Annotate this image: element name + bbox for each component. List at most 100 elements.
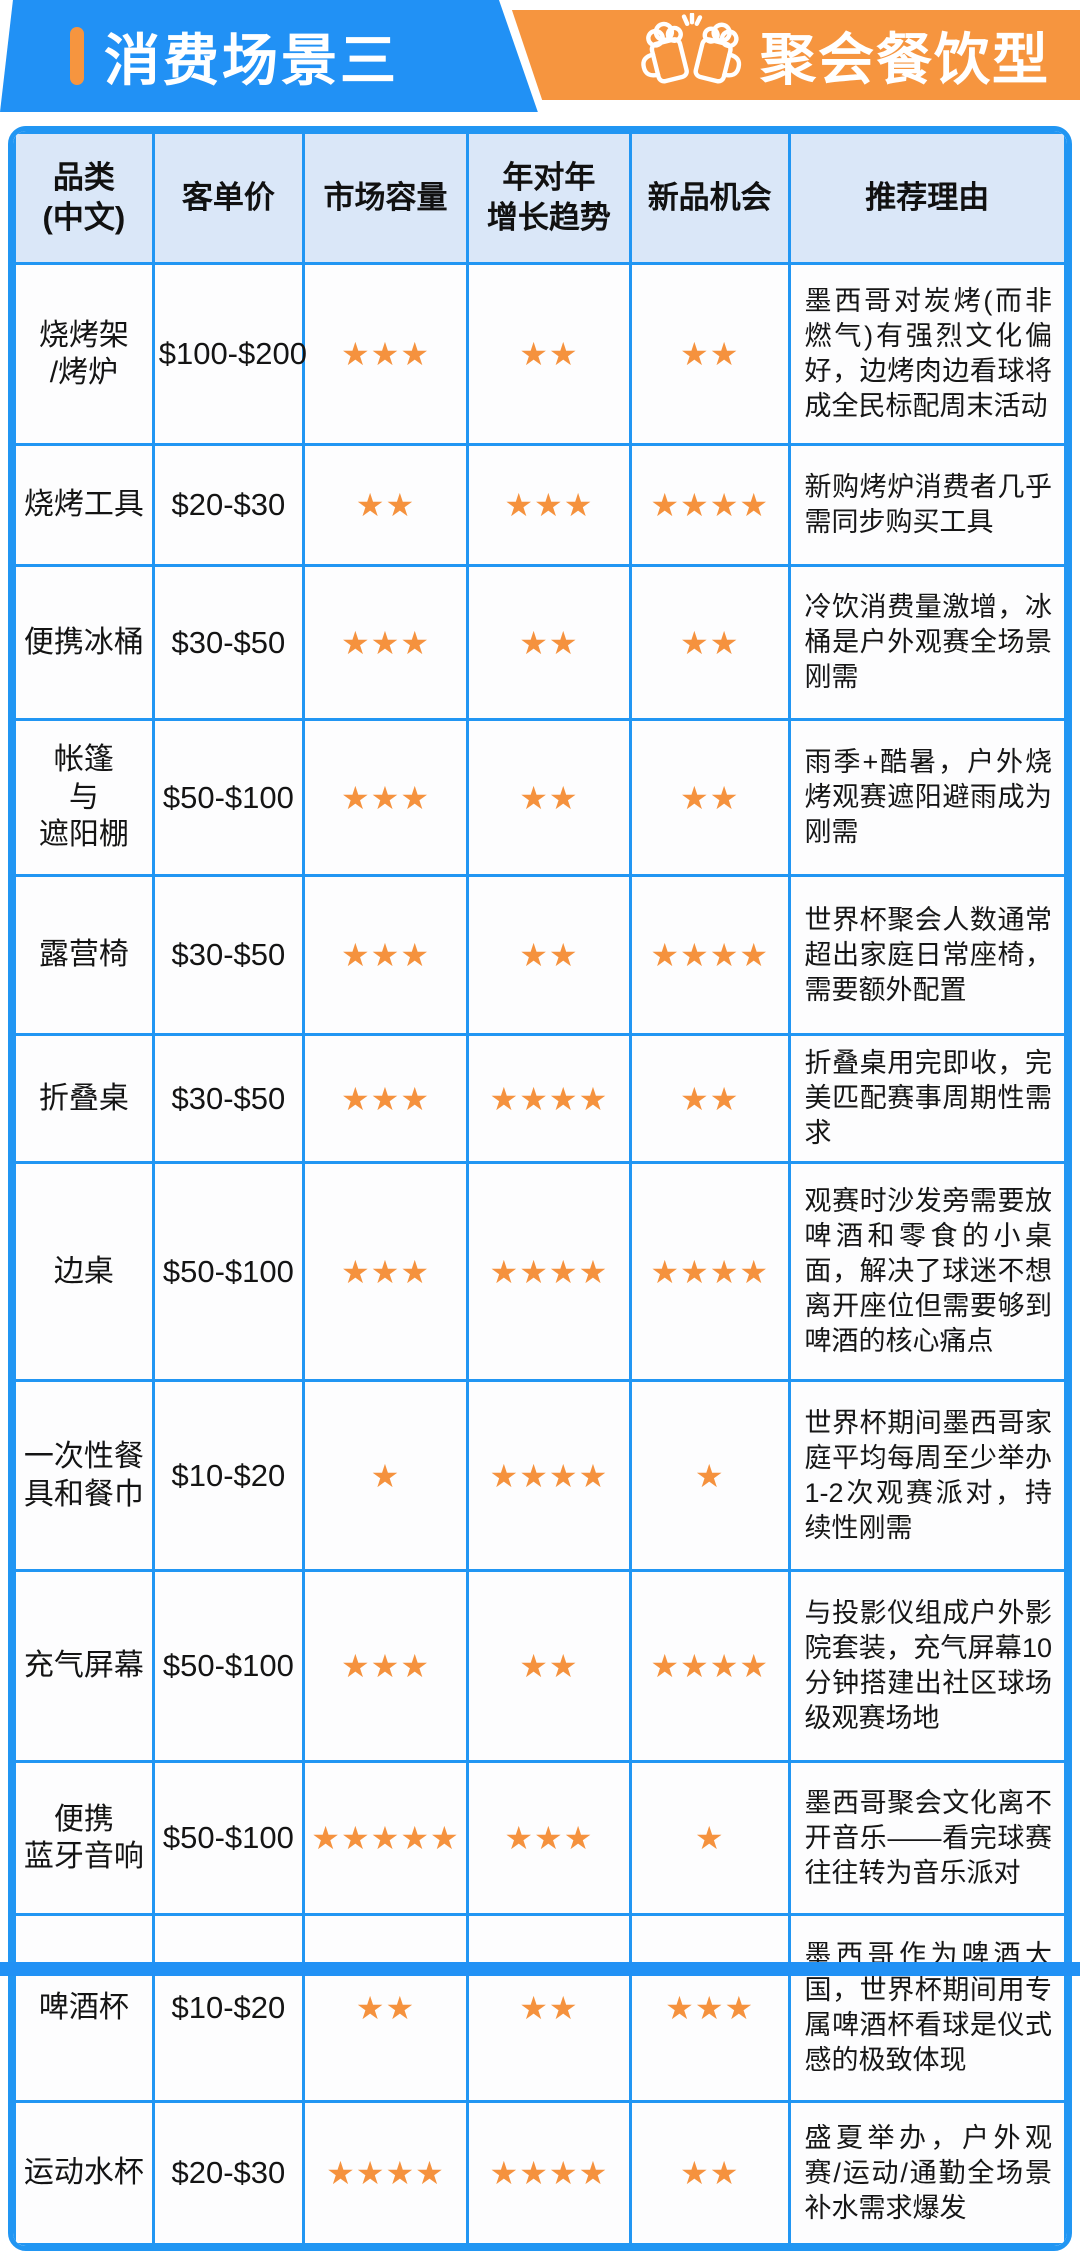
yoy-growth-stars: ★★ xyxy=(465,262,632,446)
price-cell: $50-$100 xyxy=(151,1161,306,1382)
new-product-opportunity-stars: ★★ xyxy=(628,564,791,721)
market-capacity-stars: ★★★ xyxy=(302,874,469,1036)
table-row: 一次性餐 具和餐巾 $10-$20 ★ ★★★★ ★ 世界杯期间墨西哥家庭平均每周至少举办… xyxy=(13,1379,1067,1572)
reason-cell: 雨季+酷暑，户外烧烤观赛遮阳避雨成为刚需 xyxy=(787,718,1067,877)
price-cell: $10-$20 xyxy=(151,1913,306,2103)
category-table-frame: 品类 (中文) 客单价 市场容量 年对年 增长趋势 新品机会 推荐理由 烧烤架 … xyxy=(8,126,1072,2251)
market-capacity-stars: ★★★ xyxy=(302,1033,469,1164)
price-cell: $20-$30 xyxy=(151,443,306,567)
price-cell: $20-$30 xyxy=(151,2100,306,2246)
category-cell: 折叠桌 xyxy=(13,1033,155,1164)
market-capacity-stars: ★★★ xyxy=(302,718,469,877)
header-recommend-reason: 推荐理由 xyxy=(787,131,1067,265)
price-cell: $50-$100 xyxy=(151,1760,306,1916)
market-capacity-stars: ★★★ xyxy=(302,564,469,721)
reason-cell: 盛夏举办，户外观赛/运动/通勤全场景补水需求爆发 xyxy=(787,2100,1067,2246)
yoy-growth-stars: ★★★★ xyxy=(465,1379,632,1572)
category-cell: 烧烤工具 xyxy=(13,443,155,567)
header-yoy-growth: 年对年 增长趋势 xyxy=(465,131,632,265)
category-cell: 露营椅 xyxy=(13,874,155,1036)
yoy-growth-stars: ★★★★ xyxy=(465,1161,632,1382)
beer-mugs-icon xyxy=(640,13,744,97)
yoy-growth-stars: ★★ xyxy=(465,1569,632,1763)
reason-cell: 新购烤炉消费者几乎需同步购买工具 xyxy=(787,443,1067,567)
table-row: 烧烤工具 $20-$30 ★★ ★★★ ★★★★ 新购烤炉消费者几乎需同步购买工具 xyxy=(13,443,1067,567)
market-capacity-stars: ★★★★★ xyxy=(302,1760,469,1916)
reason-cell: 与投影仪组成户外影院套装，充气屏幕10分钟搭建出社区球场级观赛场地 xyxy=(787,1569,1067,1763)
header-price: 客单价 xyxy=(151,131,306,265)
price-cell: $100-$200 xyxy=(151,262,307,446)
category-cell: 运动水杯 xyxy=(13,2100,155,2246)
top-banner: 聚会餐饮型 消费场景三 xyxy=(0,0,1080,112)
category-cell: 烧烤架 /烤炉 xyxy=(13,262,155,446)
table-row: 折叠桌 $30-$50 ★★★ ★★★★ ★★ 折叠桌用完即收，完美匹配赛事周期性需求 xyxy=(13,1033,1067,1164)
new-product-opportunity-stars: ★ xyxy=(628,1760,791,1916)
yoy-growth-stars: ★★★★ xyxy=(465,2100,632,2246)
market-capacity-stars: ★★ xyxy=(302,1913,469,2103)
new-product-opportunity-stars: ★ xyxy=(628,1379,791,1572)
banner-badge: 聚会餐饮型 xyxy=(0,10,1080,100)
reason-cell: 观赛时沙发旁需要放啤酒和零食的小桌面，解决了球迷不想离开座位但需要够到啤酒的核心… xyxy=(787,1161,1067,1382)
new-product-opportunity-stars: ★★★★ xyxy=(628,443,791,567)
table-row: 烧烤架 /烤炉 $100-$200 ★★★ ★★ ★★ 墨西哥对炭烤(而非燃气)有强烈文化… xyxy=(13,262,1067,446)
category-cell: 边桌 xyxy=(13,1161,155,1382)
new-product-opportunity-stars: ★★ xyxy=(628,2100,791,2246)
price-cell: $50-$100 xyxy=(151,718,306,877)
market-capacity-stars: ★★★ xyxy=(302,1161,469,1382)
reason-cell: 墨西哥作为啤酒大国，世界杯期间用专属啤酒杯看球是仪式感的极致体现 xyxy=(787,1913,1067,2103)
table-row: 充气屏幕 $50-$100 ★★★ ★★ ★★★★ 与投影仪组成户外影院套装，充气屏幕10… xyxy=(13,1569,1067,1763)
new-product-opportunity-stars: ★★★ xyxy=(628,1913,791,2103)
banner-orange-shape xyxy=(511,10,1080,100)
table-row: 露营椅 $30-$50 ★★★ ★★ ★★★★ 世界杯聚会人数通常超出家庭日常座椅，需要额… xyxy=(13,874,1067,1036)
category-cell: 充气屏幕 xyxy=(13,1569,155,1763)
price-cell: $10-$20 xyxy=(151,1379,306,1572)
header-market-capacity: 市场容量 xyxy=(302,131,469,265)
price-cell: $30-$50 xyxy=(151,1033,306,1164)
header-category: 品类 (中文) xyxy=(13,131,155,265)
reason-cell: 墨西哥聚会文化离不开音乐——看完球赛往往转为音乐派对 xyxy=(787,1760,1067,1916)
price-cell: $30-$50 xyxy=(151,564,306,721)
header-new-product-opportunity: 新品机会 xyxy=(628,131,791,265)
category-cell: 啤酒杯 xyxy=(13,1913,155,2103)
category-cell: 便携冰桶 xyxy=(13,564,155,721)
market-capacity-stars: ★★★ xyxy=(302,1569,469,1763)
title-accent-bar xyxy=(70,27,84,85)
market-capacity-stars: ★★★★ xyxy=(302,2100,469,2246)
yoy-growth-stars: ★★ xyxy=(465,874,632,1036)
table-row: 啤酒杯 $10-$20 ★★ ★★ ★★★ 墨西哥作为啤酒大国，世界杯期间用专属啤酒杯看球… xyxy=(13,1913,1067,2103)
table-row: 便携 蓝牙音响 $50-$100 ★★★★★ ★★★ ★ 墨西哥聚会文化离不开音乐——看完… xyxy=(13,1760,1067,1916)
category-table: 品类 (中文) 客单价 市场容量 年对年 增长趋势 新品机会 推荐理由 烧烤架 … xyxy=(13,131,1067,2246)
table-row: 便携冰桶 $30-$50 ★★★ ★★ ★★ 冷饮消费量激增，冰桶是户外观赛全场景刚需 xyxy=(13,564,1067,721)
reason-cell: 世界杯期间墨西哥家庭平均每周至少举办1-2次观赛派对，持续性刚需 xyxy=(787,1379,1067,1572)
table-row: 帐篷 与 遮阳棚 $50-$100 ★★★ ★★ ★★ 雨季+酷暑，户外烧烤观赛遮阳避雨成… xyxy=(13,718,1067,877)
reason-cell: 冷饮消费量激增，冰桶是户外观赛全场景刚需 xyxy=(787,564,1067,721)
bottom-accent-bar xyxy=(0,1962,1080,1976)
category-cell: 一次性餐 具和餐巾 xyxy=(13,1379,155,1572)
reason-cell: 世界杯聚会人数通常超出家庭日常座椅，需要额外配置 xyxy=(787,874,1067,1036)
banner-badge-label: 聚会餐饮型 xyxy=(760,27,1050,91)
new-product-opportunity-stars: ★★★★ xyxy=(628,1569,791,1763)
banner-blue-shape xyxy=(0,0,538,112)
yoy-growth-stars: ★★★★ xyxy=(465,1033,632,1164)
yoy-growth-stars: ★★★ xyxy=(465,1760,632,1916)
table-row: 边桌 $50-$100 ★★★ ★★★★ ★★★★ 观赛时沙发旁需要放啤酒和零食的小桌面，… xyxy=(13,1161,1067,1382)
reason-cell: 折叠桌用完即收，完美匹配赛事周期性需求 xyxy=(787,1033,1067,1164)
price-cell: $50-$100 xyxy=(151,1569,306,1763)
reason-cell: 墨西哥对炭烤(而非燃气)有强烈文化偏好，边烤肉边看球将成全民标配周末活动 xyxy=(787,262,1067,446)
market-capacity-stars: ★ xyxy=(302,1379,469,1572)
price-cell: $30-$50 xyxy=(151,874,306,1036)
table-row: 运动水杯 $20-$30 ★★★★ ★★★★ ★★ 盛夏举办，户外观赛/运动/通勤全场景补… xyxy=(13,2100,1067,2246)
yoy-growth-stars: ★★★ xyxy=(465,443,632,567)
market-capacity-stars: ★★ xyxy=(302,443,469,567)
yoy-growth-stars: ★★ xyxy=(465,1913,632,2103)
yoy-growth-stars: ★★ xyxy=(465,564,632,721)
market-capacity-stars: ★★★ xyxy=(302,262,469,446)
category-cell: 便携 蓝牙音响 xyxy=(13,1760,155,1916)
page-title: 消费场景三 xyxy=(104,28,399,92)
new-product-opportunity-stars: ★★ xyxy=(628,718,791,877)
table-body: 烧烤架 /烤炉 $100-$200 ★★★ ★★ ★★ 墨西哥对炭烤(而非燃气)有强烈文化… xyxy=(13,262,1067,2246)
new-product-opportunity-stars: ★★★★ xyxy=(628,1161,791,1382)
new-product-opportunity-stars: ★★ xyxy=(628,1033,791,1164)
category-cell: 帐篷 与 遮阳棚 xyxy=(13,718,155,877)
header-row: 品类 (中文) 客单价 市场容量 年对年 增长趋势 新品机会 推荐理由 xyxy=(13,131,1067,265)
